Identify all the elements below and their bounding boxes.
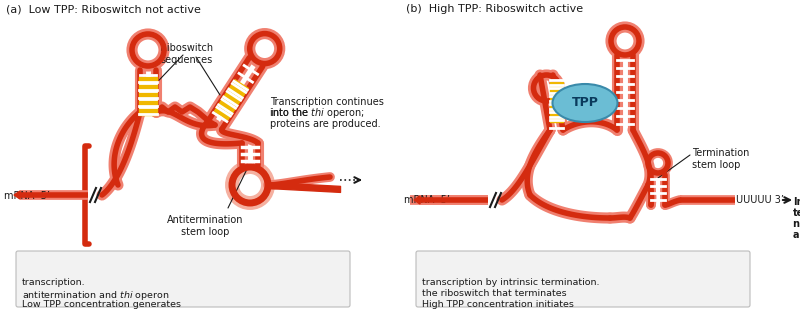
Text: antitermination and $\it{thi}$ operon: antitermination and $\it{thi}$ operon bbox=[22, 289, 170, 302]
Text: mRNA  5’: mRNA 5’ bbox=[404, 195, 450, 205]
Text: High TPP concentration initiates: High TPP concentration initiates bbox=[422, 300, 574, 309]
Polygon shape bbox=[414, 196, 420, 204]
Text: TPP: TPP bbox=[571, 96, 598, 109]
Text: Transcription continues: Transcription continues bbox=[270, 97, 384, 107]
Text: Termination
stem loop: Termination stem loop bbox=[692, 148, 750, 170]
Text: Antitermination
stem loop: Antitermination stem loop bbox=[166, 215, 243, 237]
Text: into the: into the bbox=[270, 108, 311, 118]
Text: Riboswitch
sequences: Riboswitch sequences bbox=[161, 43, 214, 64]
Text: (a)  Low TPP: Riboswitch not active: (a) Low TPP: Riboswitch not active bbox=[6, 4, 201, 14]
FancyBboxPatch shape bbox=[416, 251, 750, 307]
Text: transcription by intrinsic termination.: transcription by intrinsic termination. bbox=[422, 278, 599, 287]
Text: proteins are produced.: proteins are produced. bbox=[270, 119, 381, 129]
Polygon shape bbox=[14, 191, 20, 199]
Text: mRNA  5’: mRNA 5’ bbox=[4, 191, 50, 201]
Text: transcription.: transcription. bbox=[22, 278, 86, 287]
Polygon shape bbox=[214, 80, 248, 120]
Text: UUUUU 3’: UUUUU 3’ bbox=[736, 195, 784, 205]
FancyBboxPatch shape bbox=[16, 251, 350, 307]
Text: are produced: are produced bbox=[793, 230, 800, 240]
Text: termination;: termination; bbox=[793, 208, 800, 218]
Text: (b)  High TPP: Riboswitch active: (b) High TPP: Riboswitch active bbox=[406, 4, 583, 14]
Text: Low TPP concentration generates: Low TPP concentration generates bbox=[22, 300, 181, 309]
Text: Intrinsic: Intrinsic bbox=[793, 197, 800, 207]
Text: into the $\it{thi}$ operon;: into the $\it{thi}$ operon; bbox=[270, 106, 365, 120]
Text: the riboswitch that terminates: the riboswitch that terminates bbox=[422, 289, 566, 298]
Ellipse shape bbox=[553, 84, 618, 122]
Text: no proteins: no proteins bbox=[793, 219, 800, 229]
